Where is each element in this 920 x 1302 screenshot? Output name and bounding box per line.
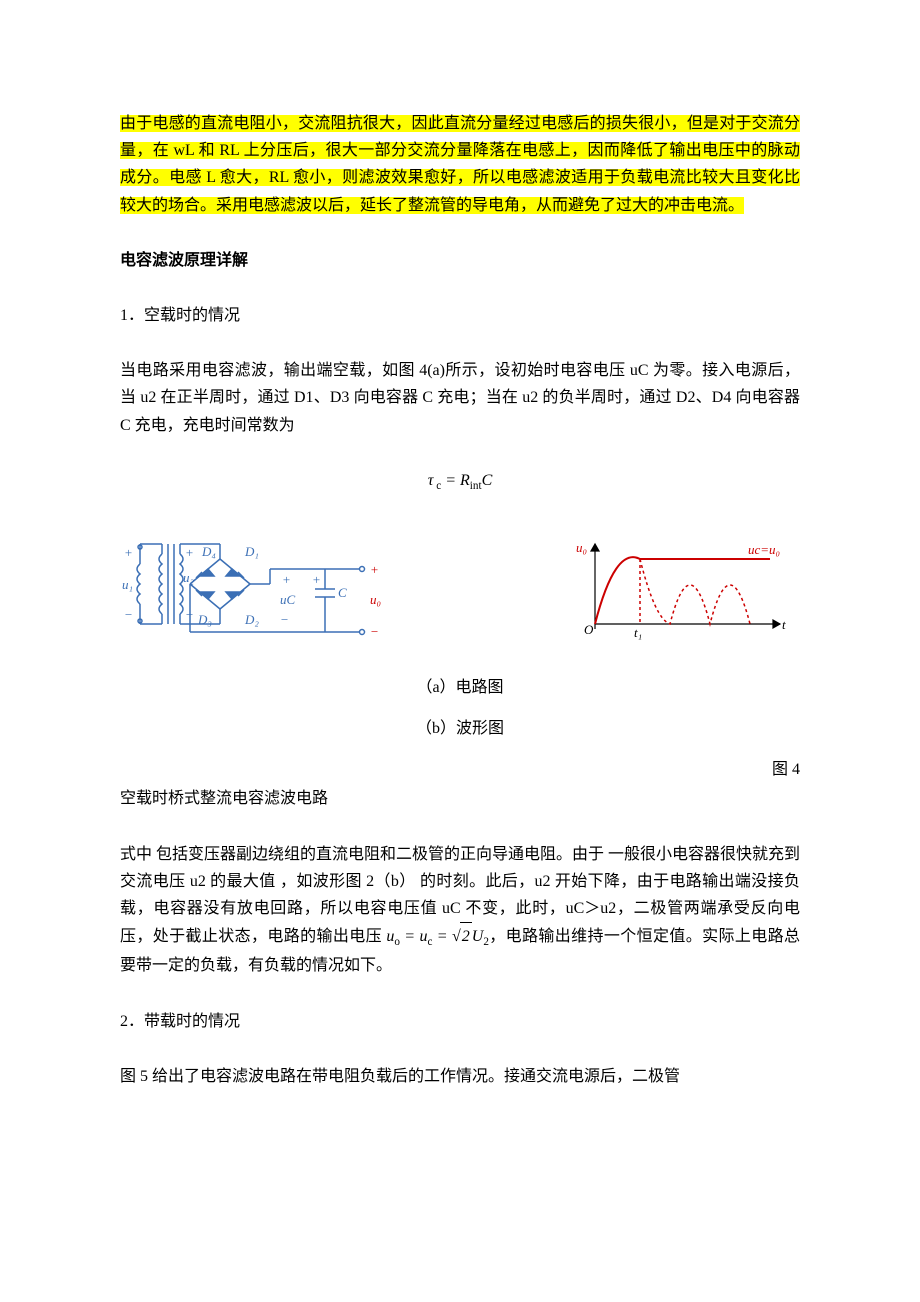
label-plus-uc: +	[282, 572, 291, 587]
label-c: C	[338, 585, 347, 600]
label-uc: uC	[280, 592, 296, 607]
label-plus-u0: +	[370, 562, 379, 577]
section-heading: 电容滤波原理详解	[120, 247, 800, 274]
label-d2: D₂	[244, 612, 259, 627]
label-d1: D₁	[244, 544, 259, 559]
highlighted-intro-paragraph: 由于电感的直流电阻小，交流阻抗很大，因此直流分量经过电感后的损失很小，但是对于交…	[120, 110, 800, 219]
paragraph-3: 图 5 给出了电容滤波电路在带电阻负载后的工作情况。接通交流电源后，二极管	[120, 1063, 800, 1090]
inline-formula-u0: uo = uc = √2U2	[386, 928, 489, 945]
document-page: 由于电感的直流电阻小，交流阻抗很大，因此直流分量经过电感后的损失很小，但是对于交…	[0, 0, 920, 1302]
caption-fig-number: 图 4	[120, 756, 800, 783]
label-u0: u₀	[370, 592, 381, 607]
caption-b: （b）波形图	[120, 715, 800, 742]
item-2-title: 2．带载时的情况	[120, 1008, 800, 1035]
figure-row: + u₁ − + u₂ − D₄ D₁ D₃ D₂ + uC − C + u₀ …	[120, 524, 800, 654]
label-d3: D₃	[197, 612, 212, 627]
label-minus-u0: −	[370, 624, 379, 639]
caption-fig-title: 空载时桥式整流电容滤波电路	[120, 785, 800, 812]
label-minus-u2: −	[185, 607, 194, 622]
label-d4: D₄	[201, 544, 216, 559]
label-minus-uc: −	[280, 612, 289, 627]
waveform-diagram: u₀ uc=u₀ t O t₁	[570, 534, 800, 644]
wave-label-t: t	[782, 617, 786, 632]
wave-label-u0-axis: u₀	[576, 540, 587, 555]
paragraph-2: 式中 包括变压器副边绕组的直流电阻和二极管的正向导通电阻。由于 一般很小电容器很…	[120, 841, 800, 980]
label-cap-plus: +	[312, 572, 321, 587]
label-minus-u1: −	[124, 607, 133, 622]
label-plus-u2: +	[185, 545, 194, 560]
label-u2: u₂	[183, 570, 195, 585]
item-1-title: 1．空载时的情况	[120, 302, 800, 329]
caption-a: （a）电路图	[120, 674, 800, 701]
wave-label-origin: O	[584, 622, 594, 637]
label-u1: u₁	[122, 577, 133, 592]
paragraph-1: 当电路采用电容滤波，输出端空载，如图 4(a)所示，设初始时电容电压 uC 为零…	[120, 357, 800, 439]
wave-label-uc-eq-u0: uc=u₀	[748, 542, 780, 557]
highlighted-text: 由于电感的直流电阻小，交流阻抗很大，因此直流分量经过电感后的损失很小，但是对于交…	[120, 115, 800, 214]
wave-label-t1: t₁	[634, 625, 642, 640]
formula-tau: τ c = RintC	[120, 467, 800, 496]
circuit-diagram: + u₁ − + u₂ − D₄ D₁ D₃ D₂ + uC − C + u₀ …	[120, 524, 420, 654]
label-plus-u1: +	[124, 545, 133, 560]
